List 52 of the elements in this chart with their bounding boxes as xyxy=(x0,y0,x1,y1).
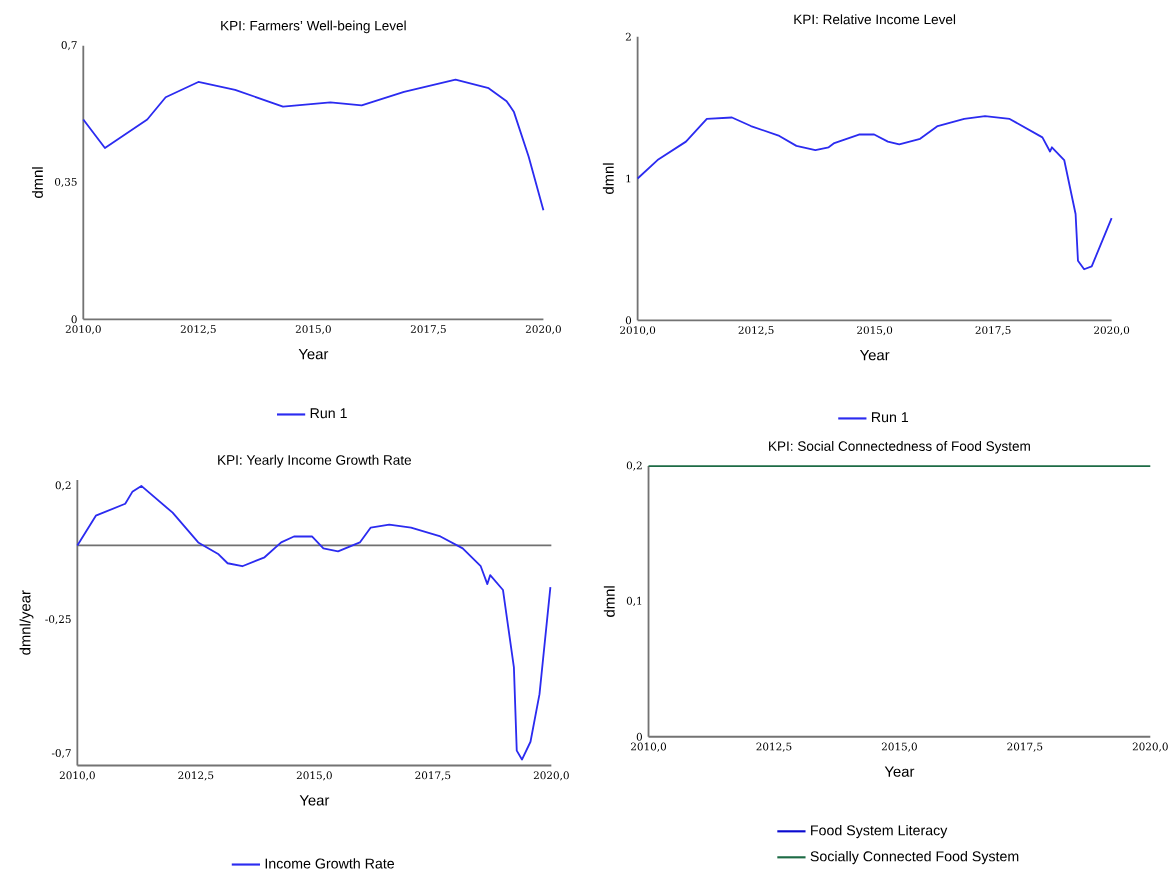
x-axis-title: Year xyxy=(298,349,329,360)
x-axis-title: Year xyxy=(299,795,330,806)
chart-title: KPI: Social Connectedness of Food System xyxy=(769,441,1030,454)
x-axis-title: Year xyxy=(884,766,915,778)
x-tick-label: 2020,0 xyxy=(533,771,569,781)
line-series xyxy=(76,485,552,761)
x-tick-label: 2012,5 xyxy=(178,771,214,781)
x-tick-label: 2017,5 xyxy=(415,771,451,781)
chart-title: KPI: Yearly Income Growth Rate xyxy=(218,455,412,468)
legend-label: Socially Connected Food System xyxy=(810,851,1019,865)
y-tick-label: 0,35 xyxy=(54,178,77,188)
x-tick-label: 2020,0 xyxy=(525,325,561,335)
x-tick-label: 2015,0 xyxy=(857,326,893,336)
legend-label: Run 1 xyxy=(310,408,347,419)
x-tick-label: 2012,5 xyxy=(180,325,216,335)
x-tick-label: 2017,5 xyxy=(975,326,1011,336)
y-axis-title: dmnl/year xyxy=(19,590,34,656)
y-tick-label: 0 xyxy=(71,315,77,324)
y-tick-label: 0 xyxy=(625,316,632,325)
x-tick-label: 2020,0 xyxy=(1094,326,1130,336)
line-series xyxy=(82,78,545,212)
y-axis-title: dmnl xyxy=(602,163,614,195)
y-axis-title: dmnl xyxy=(32,167,43,199)
legend-label: Run 1 xyxy=(872,412,909,423)
line-series xyxy=(636,115,1113,271)
x-tick-label: 2010,0 xyxy=(620,326,656,336)
y-tick-label: 2 xyxy=(625,33,631,41)
legend-label: Income Growth Rate xyxy=(265,858,395,869)
x-tick-label: 2015,0 xyxy=(295,325,331,335)
x-tick-label: 2017,5 xyxy=(410,325,446,335)
y-tick-label: 0 xyxy=(636,733,642,741)
y-tick-label: -0,25 xyxy=(45,615,71,625)
x-tick-label: 2010,0 xyxy=(59,771,95,781)
y-tick-label: 1 xyxy=(626,174,631,183)
y-tick-label: 0,2 xyxy=(55,481,71,491)
x-tick-label: 2020,0 xyxy=(1132,742,1168,752)
y-tick-label: 0,7 xyxy=(61,41,77,51)
x-tick-label: 2010,0 xyxy=(65,325,101,335)
x-tick-label: 2012,5 xyxy=(756,742,792,752)
x-tick-label: 2012,5 xyxy=(738,326,774,336)
x-tick-label: 2017,5 xyxy=(1007,742,1043,752)
y-tick-label: 0,1 xyxy=(626,597,642,607)
x-axis-title: Year xyxy=(859,350,890,361)
x-tick-label: 2015,0 xyxy=(881,742,917,752)
y-tick-label: -0,7 xyxy=(51,749,71,759)
chart-title: KPI: Farmers’ Well-being Level xyxy=(221,20,406,34)
y-tick-label: 0,2 xyxy=(626,461,642,471)
y-axis-title: dmnl xyxy=(603,586,615,618)
x-tick-label: 2010,0 xyxy=(631,742,667,752)
chart-title: KPI: Relative Income Level xyxy=(794,14,956,25)
x-tick-label: 2015,0 xyxy=(296,771,332,781)
legend-label: Food System Literacy xyxy=(811,825,948,839)
